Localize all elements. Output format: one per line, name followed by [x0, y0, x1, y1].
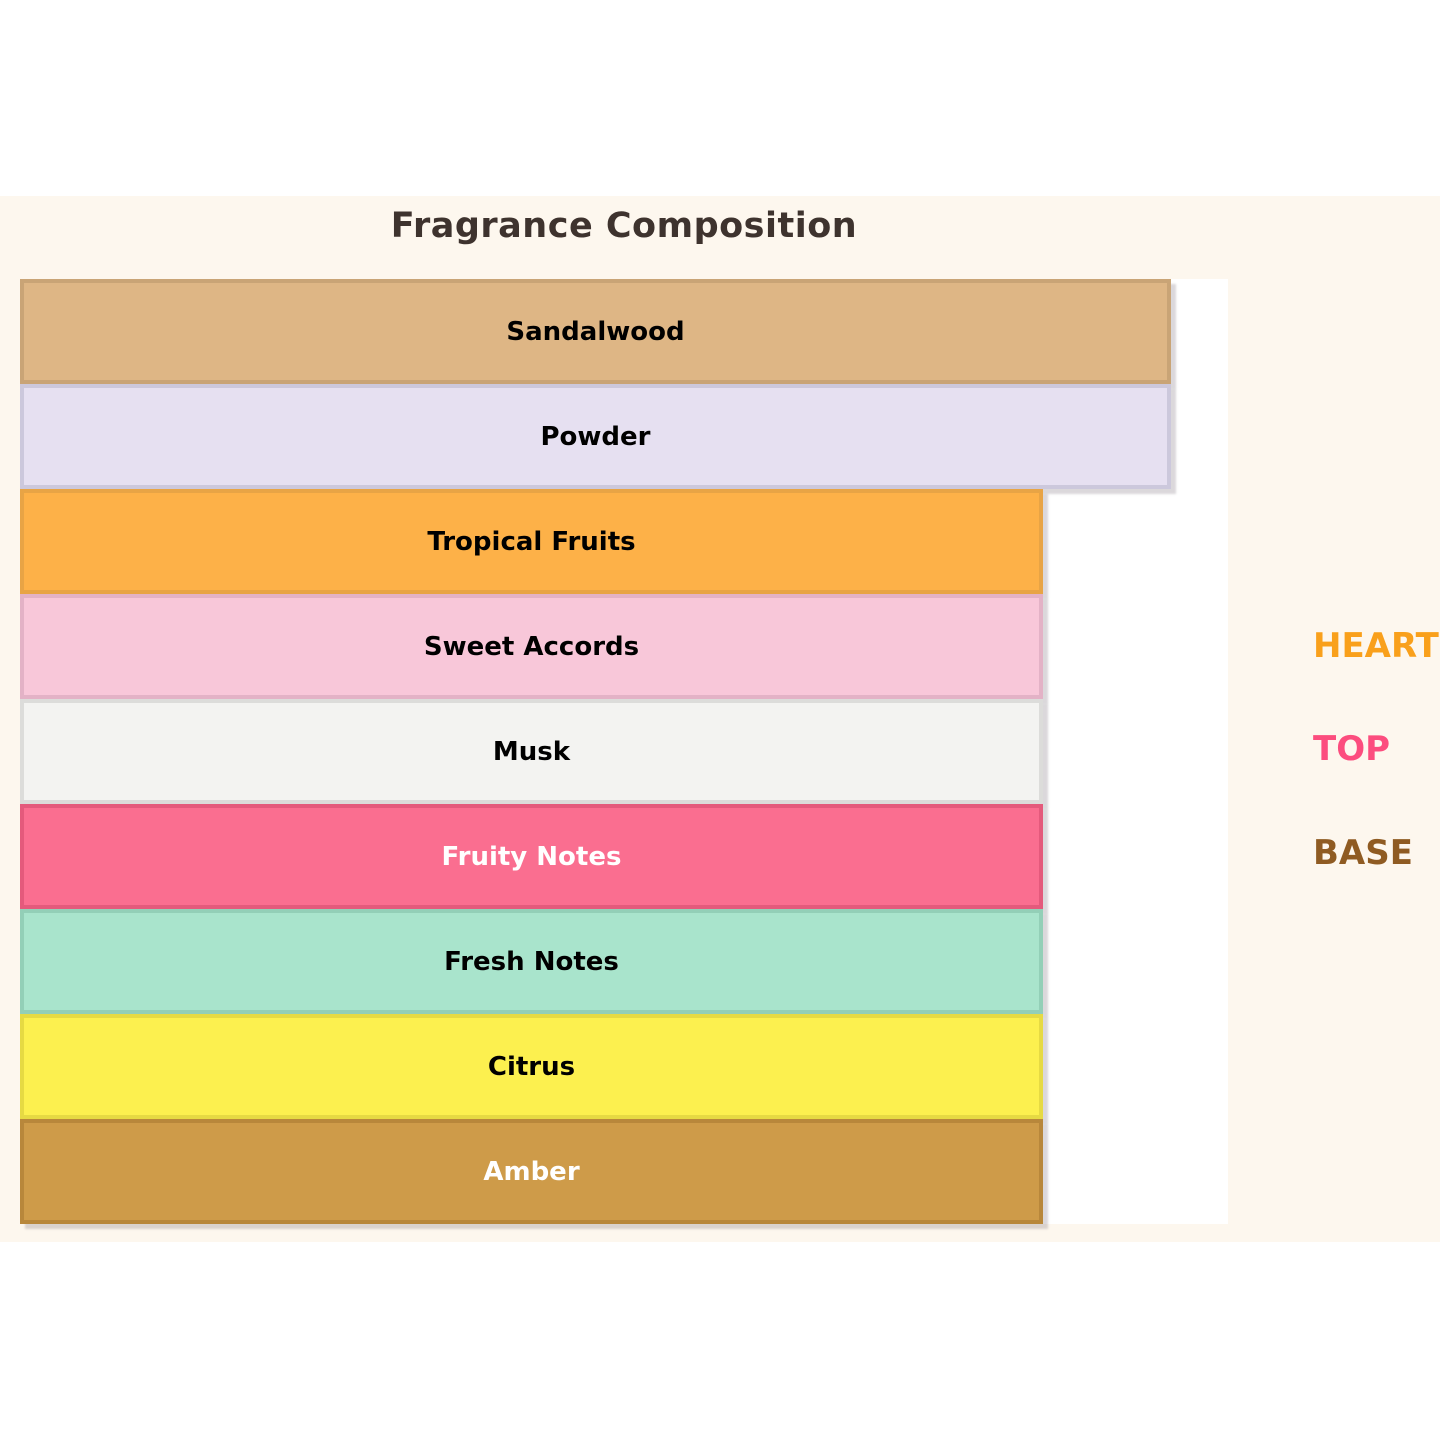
bar-musk: Musk — [20, 699, 1043, 804]
side-label-base: BASE — [1313, 833, 1413, 873]
bar-amber: Amber — [20, 1119, 1043, 1224]
bar-citrus: Citrus — [20, 1014, 1043, 1119]
bar-sweet-accords: Sweet Accords — [20, 594, 1043, 699]
bar-label: Fruity Notes — [441, 841, 622, 872]
bar-tropical-fruits: Tropical Fruits — [20, 489, 1043, 594]
bar-label: Sweet Accords — [423, 631, 640, 662]
bar-label: Musk — [492, 736, 571, 767]
plot-area: Sandalwood Powder Tropical Fruits Sweet … — [20, 279, 1228, 1224]
bar-label: Sandalwood — [506, 316, 685, 347]
bar-label: Citrus — [487, 1051, 576, 1082]
side-label-top: TOP — [1313, 729, 1391, 769]
bar-fresh-notes: Fresh Notes — [20, 909, 1043, 1014]
bar-powder: Powder — [20, 384, 1171, 489]
bar-sandalwood: Sandalwood — [20, 279, 1171, 384]
bar-label: Fresh Notes — [444, 946, 619, 977]
side-label-heart: HEART — [1313, 626, 1439, 666]
bar-label: Tropical Fruits — [427, 526, 636, 557]
bar-fruity-notes: Fruity Notes — [20, 804, 1043, 909]
bar-label: Powder — [540, 421, 651, 452]
bar-label: Amber — [483, 1156, 580, 1187]
chart-title: Fragrance Composition — [390, 206, 858, 246]
